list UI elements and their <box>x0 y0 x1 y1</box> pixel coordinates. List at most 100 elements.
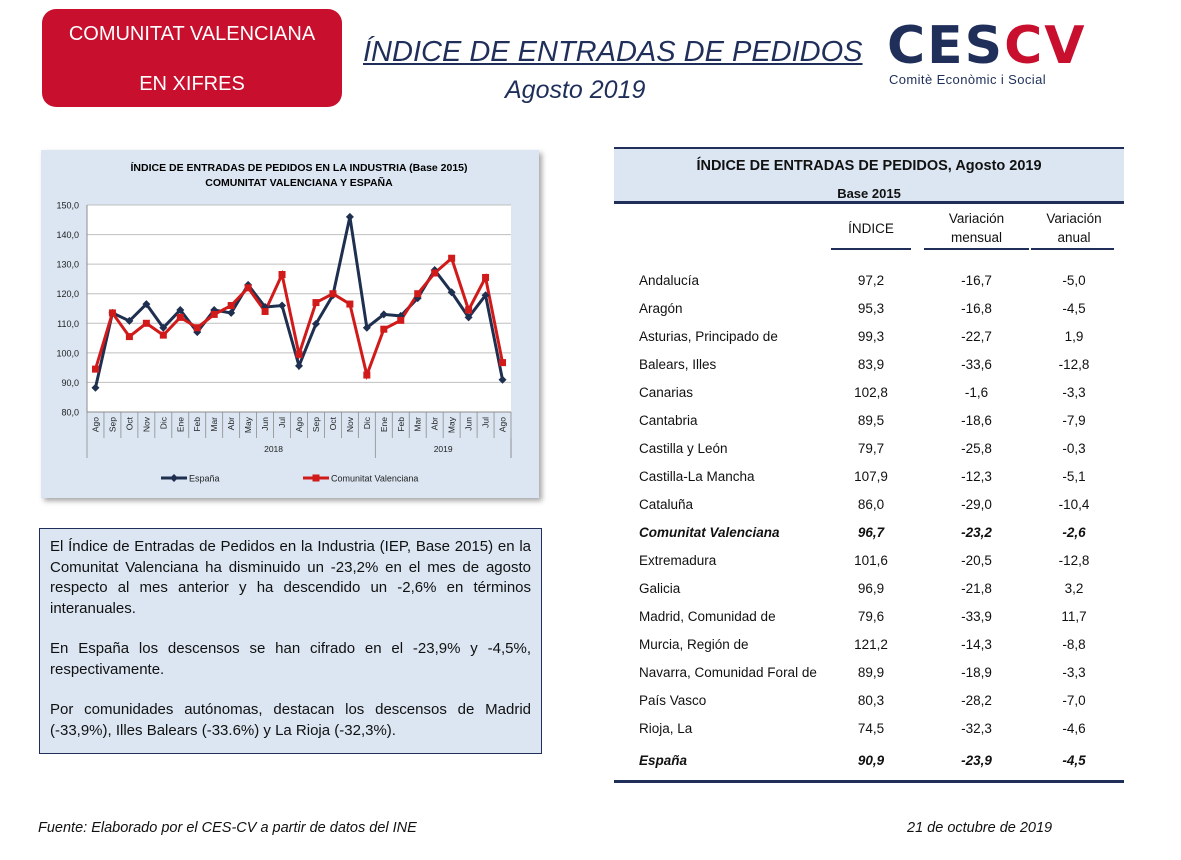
data-point-comunitat-valenciana <box>227 302 235 310</box>
region-name: Cantabria <box>639 413 698 428</box>
data-point-espana <box>379 310 388 319</box>
y-tick-label: 130,0 <box>56 260 79 270</box>
annual-variation: -0,3 <box>1062 441 1086 456</box>
chart-title-line-2: COMUNITAT VALENCIANA Y ESPAÑA <box>205 176 393 189</box>
monthly-variation: -1,6 <box>964 385 989 400</box>
monthly-variation: -12,3 <box>961 469 992 484</box>
summary-paragraph-1: El Índice de Entradas de Pedidos en la I… <box>50 538 531 617</box>
table-row: Andalucía 97,2 -16,7 -5,0 <box>614 273 1124 293</box>
column-header-mensual-line-1: Variación <box>948 211 1005 226</box>
indice-value: 101,6 <box>854 553 888 568</box>
x-tick-label: Dic <box>362 416 372 429</box>
logo-cv-text: CV <box>1004 16 1087 76</box>
data-point-comunitat-valenciana <box>397 316 405 324</box>
x-tick-label: Jun <box>260 417 270 431</box>
table-row: España 90,9 -23,9 -4,5 <box>614 753 1124 773</box>
year-label: 2018 <box>264 444 283 454</box>
annual-variation: -7,9 <box>1062 413 1086 428</box>
y-tick-label: 100,0 <box>56 348 79 358</box>
summary-paragraph-2: En España los descensos se han cifrado e… <box>50 640 531 678</box>
data-point-comunitat-valenciana <box>108 309 116 317</box>
region-name: País Vasco <box>639 693 707 708</box>
data-point-espana <box>295 361 303 370</box>
x-tick-label: Abr <box>226 417 236 430</box>
x-tick-label: Ago <box>90 417 100 432</box>
indice-value: 89,9 <box>857 665 885 680</box>
region-name: Navarra, Comunidad Foral de <box>639 665 817 680</box>
annual-variation: -5,1 <box>1062 469 1086 484</box>
indice-value: 95,3 <box>857 301 885 316</box>
regions-table: ÍNDICE DE ENTRADAS DE PEDIDOS, Agosto 20… <box>614 147 1124 787</box>
x-tick-label: May <box>243 416 253 433</box>
table-row: Rioja, La 74,5 -32,3 -4,6 <box>614 721 1124 741</box>
summary-paragraph-3: Por comunidades autónomas, destacan los … <box>50 701 531 739</box>
data-point-comunitat-valenciana <box>210 310 218 318</box>
region-name: Rioja, La <box>639 721 693 736</box>
region-name: Andalucía <box>639 273 700 288</box>
column-underline-mensual <box>924 248 1029 250</box>
data-point-espana <box>91 383 100 392</box>
region-name: Castilla y León <box>639 441 728 456</box>
region-name: Canarias <box>639 385 694 400</box>
x-tick-label: Dic <box>158 416 168 429</box>
monthly-variation: -16,8 <box>961 301 992 316</box>
region-name: Extremadura <box>639 553 717 568</box>
data-point-espana <box>464 313 473 322</box>
data-point-espana <box>176 305 185 314</box>
annual-variation: -10,4 <box>1058 497 1090 512</box>
table-row: Murcia, Región de 121,2 -14,3 -8,8 <box>614 637 1124 657</box>
data-point-comunitat-valenciana <box>431 269 439 277</box>
data-point-comunitat-valenciana <box>91 365 99 373</box>
data-point-espana <box>142 300 151 309</box>
data-point-comunitat-valenciana <box>295 350 303 358</box>
annual-variation: 3,2 <box>1064 581 1084 596</box>
column-header-anual: Variación anual <box>1029 209 1119 247</box>
monthly-variation: -32,3 <box>961 721 992 736</box>
x-tick-label: Feb <box>396 417 406 432</box>
x-tick-label: May <box>447 416 457 433</box>
y-tick-label: 150,0 <box>56 201 79 211</box>
region-name: Castilla-La Mancha <box>639 469 755 484</box>
column-underline-indice <box>831 248 911 250</box>
plot-area <box>87 205 511 412</box>
indice-value: 96,9 <box>857 581 885 596</box>
monthly-variation: -25,8 <box>961 441 992 456</box>
monthly-variation: -33,9 <box>961 609 992 624</box>
monthly-variation: -29,0 <box>961 497 992 512</box>
indice-value: 99,3 <box>857 329 885 344</box>
logo-subtitle: Comitè Econòmic i Social <box>889 72 1046 87</box>
annual-variation: -7,0 <box>1062 693 1086 708</box>
table-row: Navarra, Comunidad Foral de 89,9 -18,9 -3,3 <box>614 665 1124 685</box>
column-header-mensual: Variación mensual <box>919 209 1034 247</box>
legend-marker <box>312 474 320 482</box>
x-tick-label: Mar <box>413 417 423 432</box>
x-tick-label: Feb <box>192 417 202 432</box>
monthly-variation: -20,5 <box>961 553 992 568</box>
indice-value: 79,7 <box>857 441 885 456</box>
table-row: Asturias, Principado de 99,3 -22,7 1,9 <box>614 329 1124 349</box>
table-row: Canarias 102,8 -1,6 -3,3 <box>614 385 1124 405</box>
indice-value: 79,6 <box>857 609 885 624</box>
indice-value: 89,5 <box>857 413 885 428</box>
page-title: ÍNDICE DE ENTRADAS DE PEDIDOS <box>363 36 863 68</box>
monthly-variation: -21,8 <box>961 581 992 596</box>
indice-value: 86,0 <box>857 497 885 512</box>
indice-value: 74,5 <box>857 721 885 736</box>
data-point-comunitat-valenciana <box>414 290 422 298</box>
monthly-variation: -18,6 <box>961 413 992 428</box>
x-tick-label: Ene <box>175 417 185 432</box>
table-row: Castilla-La Mancha 107,9 -12,3 -5,1 <box>614 469 1124 489</box>
source-note: Fuente: Elaborado por el CES-CV a partir… <box>38 820 417 836</box>
table-row: Castilla y León 79,7 -25,8 -0,3 <box>614 441 1124 461</box>
data-point-comunitat-valenciana <box>261 307 269 315</box>
data-point-comunitat-valenciana <box>363 371 371 379</box>
annual-variation: -3,3 <box>1062 665 1086 680</box>
x-tick-label: Ene <box>379 417 389 432</box>
page-subtitle: Agosto 2019 <box>505 76 646 104</box>
legend-label: Comunitat Valenciana <box>331 474 418 484</box>
column-header-indice: ÍNDICE <box>848 221 894 236</box>
table-row: Madrid, Comunidad de 79,6 -33,9 11,7 <box>614 609 1124 629</box>
y-tick-label: 90,0 <box>61 378 79 388</box>
data-point-espana <box>345 212 354 221</box>
annual-variation: -8,8 <box>1062 637 1086 652</box>
